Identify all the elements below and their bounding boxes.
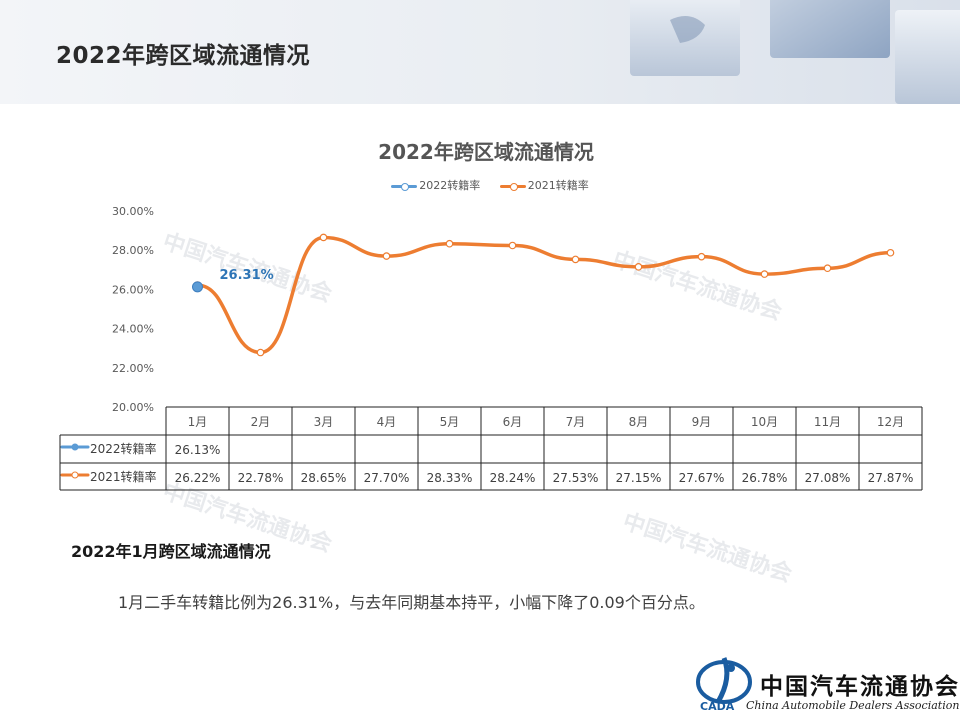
x-category-label: 6月 <box>503 415 523 429</box>
series-point-2021 <box>319 233 328 242</box>
x-category-label: 2月 <box>251 415 271 429</box>
table-legend-marker <box>71 471 79 479</box>
slide-title: 2022年跨区域流通情况 <box>56 43 311 69</box>
legend-label-2022: 2022转籍率 <box>419 179 481 192</box>
table-value: 28.65% <box>301 471 347 485</box>
footer-org-name-en: China Automobile Dealers Association <box>746 699 960 712</box>
table-value: 26.22% <box>175 471 221 485</box>
series-point-2022 <box>192 281 203 293</box>
series-point-2021 <box>823 264 832 273</box>
legend-item-2021: 2021转籍率 <box>499 177 589 193</box>
table-value: 27.08% <box>805 471 851 485</box>
series-point-2021 <box>760 270 769 278</box>
x-category-label: 3月 <box>314 415 334 429</box>
section-text: 1月二手车转籍比例为26.31%，与去年同期基本持平，小幅下降了0.09个百分点… <box>118 593 705 612</box>
table-value: 27.15% <box>616 471 662 485</box>
x-category-label: 8月 <box>629 415 649 429</box>
y-tick-label: 30.00% <box>112 205 154 218</box>
series-point-2021 <box>256 348 265 357</box>
table-value: 27.87% <box>868 471 914 485</box>
y-tick-label: 28.00% <box>112 244 154 257</box>
x-category-label: 4月 <box>377 415 397 429</box>
table-value: 27.70% <box>364 471 410 485</box>
line-chart: 30.00% 28.00% 26.00% 24.00% 22.00% 20.00% 1月 2月… <box>59 205 923 491</box>
x-category-label: 7月 <box>566 415 586 429</box>
x-category-label: 9月 <box>692 415 712 429</box>
footer-org-name: 中国汽车流通协会 <box>760 673 960 700</box>
table-value: 22.78% <box>238 471 284 485</box>
y-tick-label: 22.00% <box>112 362 154 375</box>
series-point-2021 <box>886 248 895 257</box>
legend-label-2021: 2021转籍率 <box>527 179 589 192</box>
series-point-2021 <box>508 241 517 250</box>
x-category-label: 11月 <box>814 415 841 429</box>
table-legend-marker <box>71 443 79 451</box>
section-heading: 2022年1月跨区域流通情况 <box>71 542 271 561</box>
data-label-annotation: 26.31% <box>220 268 274 283</box>
chart-legend: 2022转籍率 2021转籍率 <box>0 177 960 193</box>
y-tick-label: 20.00% <box>112 401 154 414</box>
series-point-2021 <box>697 252 706 261</box>
series-point-2021 <box>634 263 643 271</box>
table-value: 26.13% <box>175 443 221 457</box>
series-point-2021 <box>571 255 580 264</box>
slide-header: 2022年跨区域流通情况 <box>0 0 960 104</box>
series-line-2021 <box>197 235 891 355</box>
table-series-label: 2021转籍率 <box>90 469 157 484</box>
table-value: 26.78% <box>742 471 788 485</box>
cada-logo-icon <box>696 657 752 704</box>
series-point-2021 <box>445 239 454 248</box>
table-series-label: 2022转籍率 <box>90 441 157 456</box>
table-value: 27.67% <box>679 471 725 485</box>
table-value: 28.33% <box>427 471 473 485</box>
header-cube-decoration <box>630 0 960 104</box>
y-tick-label: 24.00% <box>112 323 154 336</box>
chart-title: 2022年跨区域流通情况 <box>378 140 594 164</box>
legend-line-2021 <box>499 181 526 191</box>
footer-org-abbr: CADA <box>700 700 735 713</box>
x-category-label: 5月 <box>440 415 460 429</box>
legend-line-2022 <box>391 181 418 191</box>
x-category-label: 10月 <box>751 415 778 429</box>
legend-item-2022: 2022转籍率 <box>391 177 480 193</box>
series-point-2021 <box>382 252 391 260</box>
table-value: 28.24% <box>490 471 536 485</box>
x-category-label: 12月 <box>877 415 904 429</box>
x-category-label: 1月 <box>188 415 208 429</box>
y-tick-label: 26.00% <box>112 283 154 296</box>
table-value: 27.53% <box>553 471 599 485</box>
